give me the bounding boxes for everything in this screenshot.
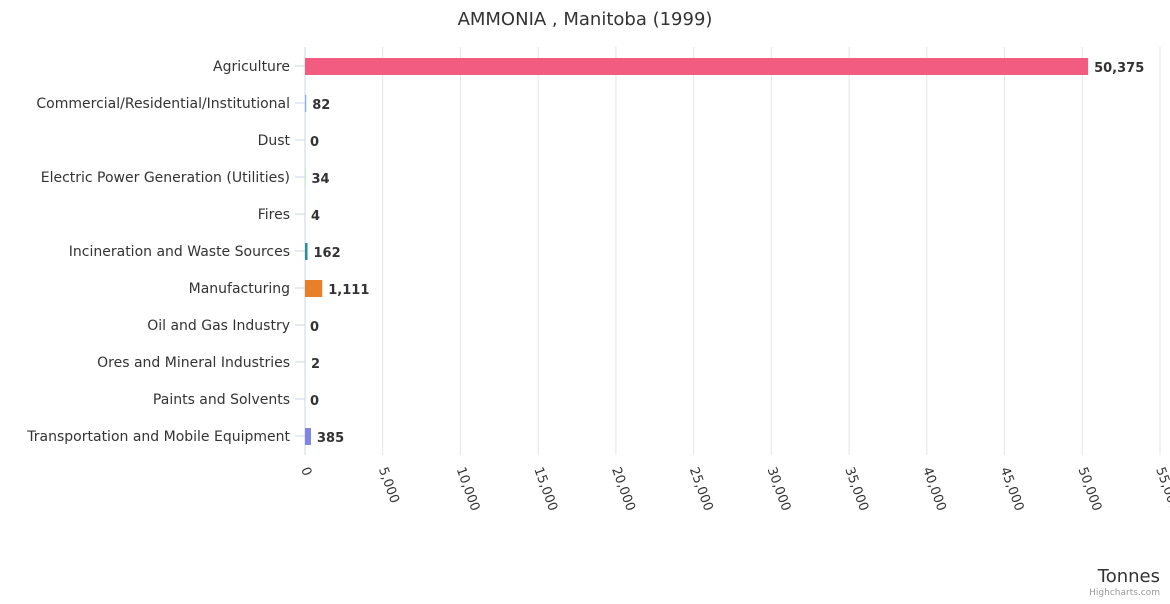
bar (305, 169, 306, 186)
data-label: 0 (310, 320, 319, 335)
category-label: Transportation and Mobile Equipment (26, 429, 290, 445)
category-label: Incineration and Waste Sources (69, 244, 290, 260)
data-label: 2 (311, 357, 320, 372)
category-label: Commercial/Residential/Institutional (36, 96, 290, 112)
chart-title: AMMONIA , Manitoba (1999) (458, 9, 713, 30)
value-tick-label: 10,000 (453, 465, 483, 513)
value-tick-label: 40,000 (919, 465, 949, 513)
value-tick-label: 5,000 (375, 465, 402, 505)
bar (305, 95, 306, 112)
value-tick-label: 55,000 (1152, 465, 1170, 513)
data-label: 82 (312, 98, 330, 113)
category-label: Ores and Mineral Industries (97, 355, 290, 371)
data-label: 385 (317, 431, 344, 446)
bar (305, 243, 308, 260)
value-tick-label: 25,000 (686, 465, 716, 513)
data-label: 0 (310, 394, 319, 409)
value-tick-label: 50,000 (1075, 465, 1105, 513)
credits[interactable]: Highcharts.com (1089, 588, 1160, 598)
category-label: Electric Power Generation (Utilities) (41, 170, 290, 186)
value-tick-label: 0 (297, 465, 314, 478)
bar (305, 280, 322, 297)
data-label: 34 (312, 172, 330, 187)
bar (305, 58, 1088, 75)
value-tick-label: 35,000 (841, 465, 871, 513)
bar (305, 428, 311, 445)
category-label: Agriculture (213, 59, 290, 75)
data-label: 162 (314, 246, 341, 261)
value-tick-label: 30,000 (764, 465, 794, 513)
category-label: Manufacturing (189, 281, 290, 297)
value-tick-label: 20,000 (608, 465, 638, 513)
category-label: Dust (258, 133, 291, 149)
category-label: Oil and Gas Industry (147, 318, 290, 334)
value-tick-label: 15,000 (530, 465, 560, 513)
data-label: 50,375 (1094, 61, 1144, 76)
category-label: Fires (258, 207, 290, 223)
data-label: 0 (310, 135, 319, 150)
data-label: 1,111 (328, 283, 369, 298)
value-tick-label: 45,000 (997, 465, 1027, 513)
data-label: 4 (311, 209, 320, 224)
category-label: Paints and Solvents (153, 392, 290, 408)
value-axis-title: Tonnes (1097, 566, 1160, 587)
